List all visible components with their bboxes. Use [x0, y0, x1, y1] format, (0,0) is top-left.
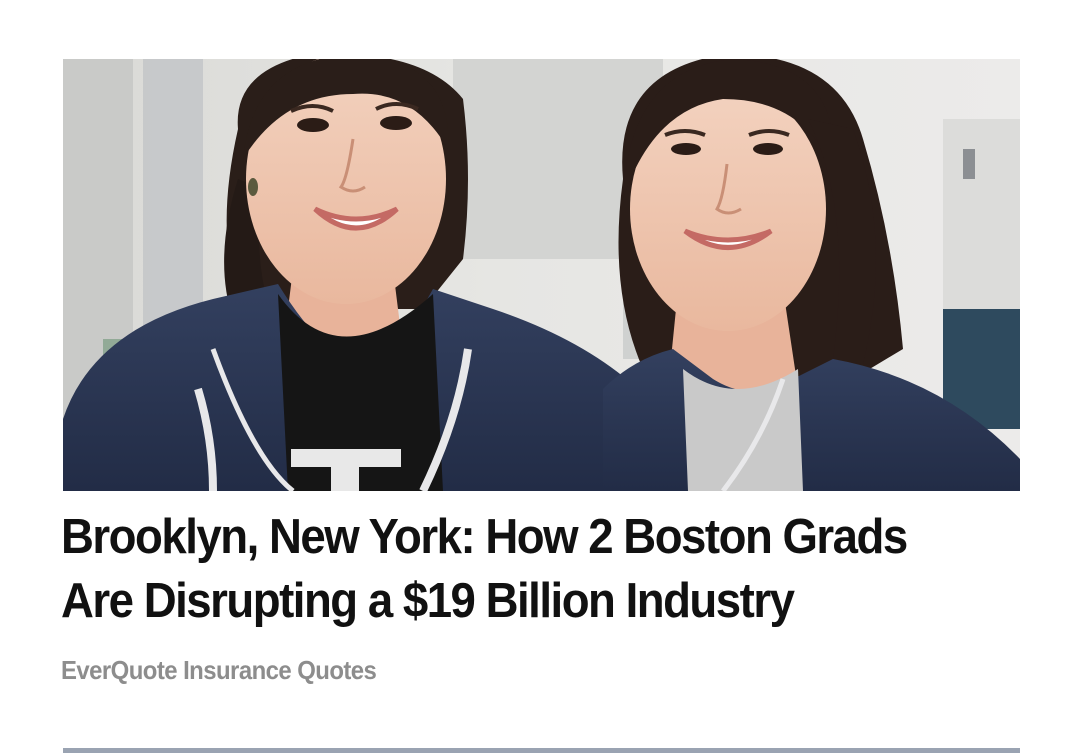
previous-card-fragment: ▪ ▪ ▪	[62, 0, 124, 9]
next-card-image-edge	[63, 748, 1020, 753]
article-thumbnail[interactable]	[63, 59, 1020, 491]
article-headline[interactable]: Brooklyn, New York: How 2 Boston Grads A…	[61, 510, 908, 628]
sponsored-article-card[interactable]: Brooklyn, New York: How 2 Boston Grads A…	[61, 59, 1020, 686]
photo-two-women-smiling	[63, 59, 1020, 491]
sponsor-source-label[interactable]: EverQuote Insurance Quotes	[61, 655, 377, 685]
